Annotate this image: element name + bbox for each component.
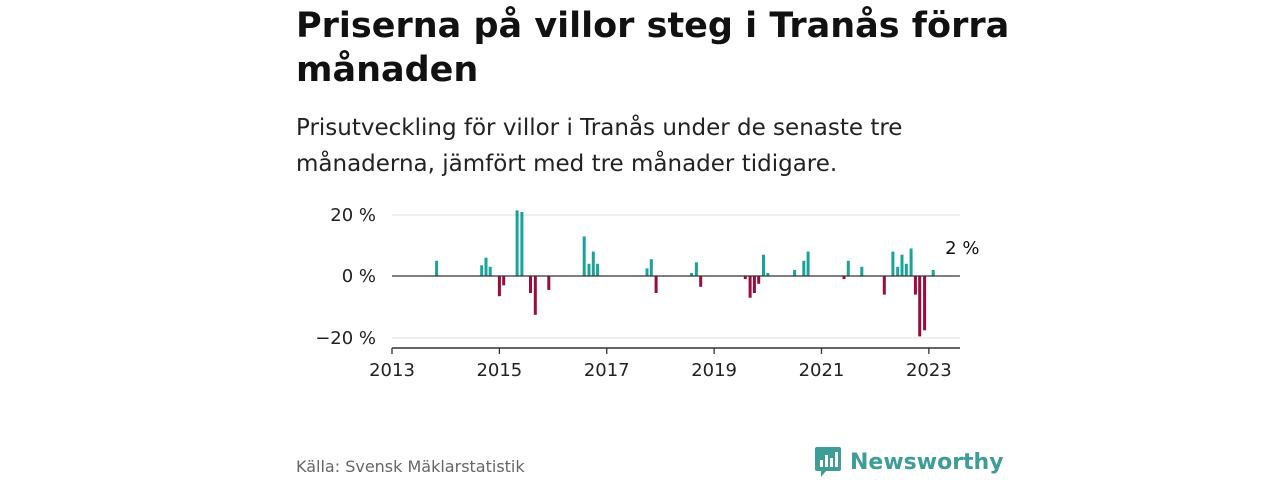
bar-negative	[497, 276, 501, 297]
bar-positive	[900, 254, 904, 276]
bar-positive	[649, 259, 653, 276]
gridlines	[392, 214, 960, 339]
bar-chart: 20 % 0 % −20 % 2013 2015 2017 2019 2021 2023 2 …	[315, 205, 979, 381]
bar-negative	[654, 276, 658, 293]
bar-positive	[591, 251, 595, 276]
bar-negative	[529, 276, 532, 293]
bar-positive	[645, 268, 649, 276]
bar-negative	[923, 276, 927, 331]
bar-negative	[743, 276, 747, 280]
bar-positive	[802, 260, 806, 277]
bar-positive	[891, 251, 895, 276]
bar-negative	[752, 276, 756, 293]
bar-positive	[931, 269, 935, 276]
bar-positive	[520, 212, 524, 276]
x-tick-label: 2017	[584, 360, 630, 381]
bar-positive	[909, 248, 913, 276]
newsworthy-logo-icon	[815, 447, 841, 477]
bar-positive	[484, 257, 488, 276]
latest-value-annotation: 2 %	[945, 238, 979, 259]
bar-positive	[694, 262, 698, 276]
bar-negative	[842, 276, 846, 280]
x-tick-label: 2023	[906, 360, 952, 381]
bars	[392, 210, 960, 337]
x-tick-label: 2019	[691, 360, 737, 381]
bar-positive	[587, 263, 591, 276]
bar-positive	[582, 236, 586, 276]
bar-positive	[762, 254, 765, 276]
chart-title: Priserna på villor steg i Tranås förra m…	[296, 6, 1010, 90]
bar-positive	[806, 251, 810, 276]
bar-positive	[488, 266, 492, 276]
bar-positive	[690, 273, 694, 276]
bar-negative	[913, 276, 917, 295]
x-axis: 2013 2015 2017 2019 2021 2023	[369, 347, 960, 381]
y-tick-label: −20 %	[315, 328, 376, 349]
bar-positive	[515, 210, 519, 276]
chart-subtitle: Prisutveckling för villor i Tranås under…	[296, 115, 903, 177]
x-tick-label: 2013	[369, 360, 415, 381]
bar-positive	[846, 260, 850, 277]
bar-positive	[793, 269, 797, 276]
x-tick-label: 2015	[476, 360, 522, 381]
bar-positive	[896, 266, 900, 276]
bar-negative	[882, 276, 886, 295]
x-tick-label: 2021	[799, 360, 845, 381]
bar-positive	[766, 273, 770, 276]
bar-negative	[918, 276, 922, 337]
bar-positive	[435, 260, 439, 277]
bar-negative	[748, 276, 752, 298]
bar-negative	[533, 276, 537, 315]
source-note: Källa: Svensk Mäklarstatistik	[296, 457, 525, 476]
bar-positive	[480, 265, 484, 276]
bar-negative	[699, 276, 703, 287]
bar-negative	[757, 276, 761, 284]
brand-name: Newsworthy	[850, 449, 1004, 475]
y-tick-label: 0 %	[342, 266, 376, 287]
y-tick-label: 20 %	[330, 205, 376, 226]
bar-positive	[904, 263, 908, 276]
bar-negative	[502, 276, 506, 286]
bar-negative	[547, 276, 551, 290]
bar-positive	[596, 263, 600, 276]
bar-positive	[860, 266, 864, 276]
y-axis-tick-labels: 20 % 0 % −20 %	[315, 205, 376, 349]
brand-logo: Newsworthy	[814, 446, 1004, 478]
